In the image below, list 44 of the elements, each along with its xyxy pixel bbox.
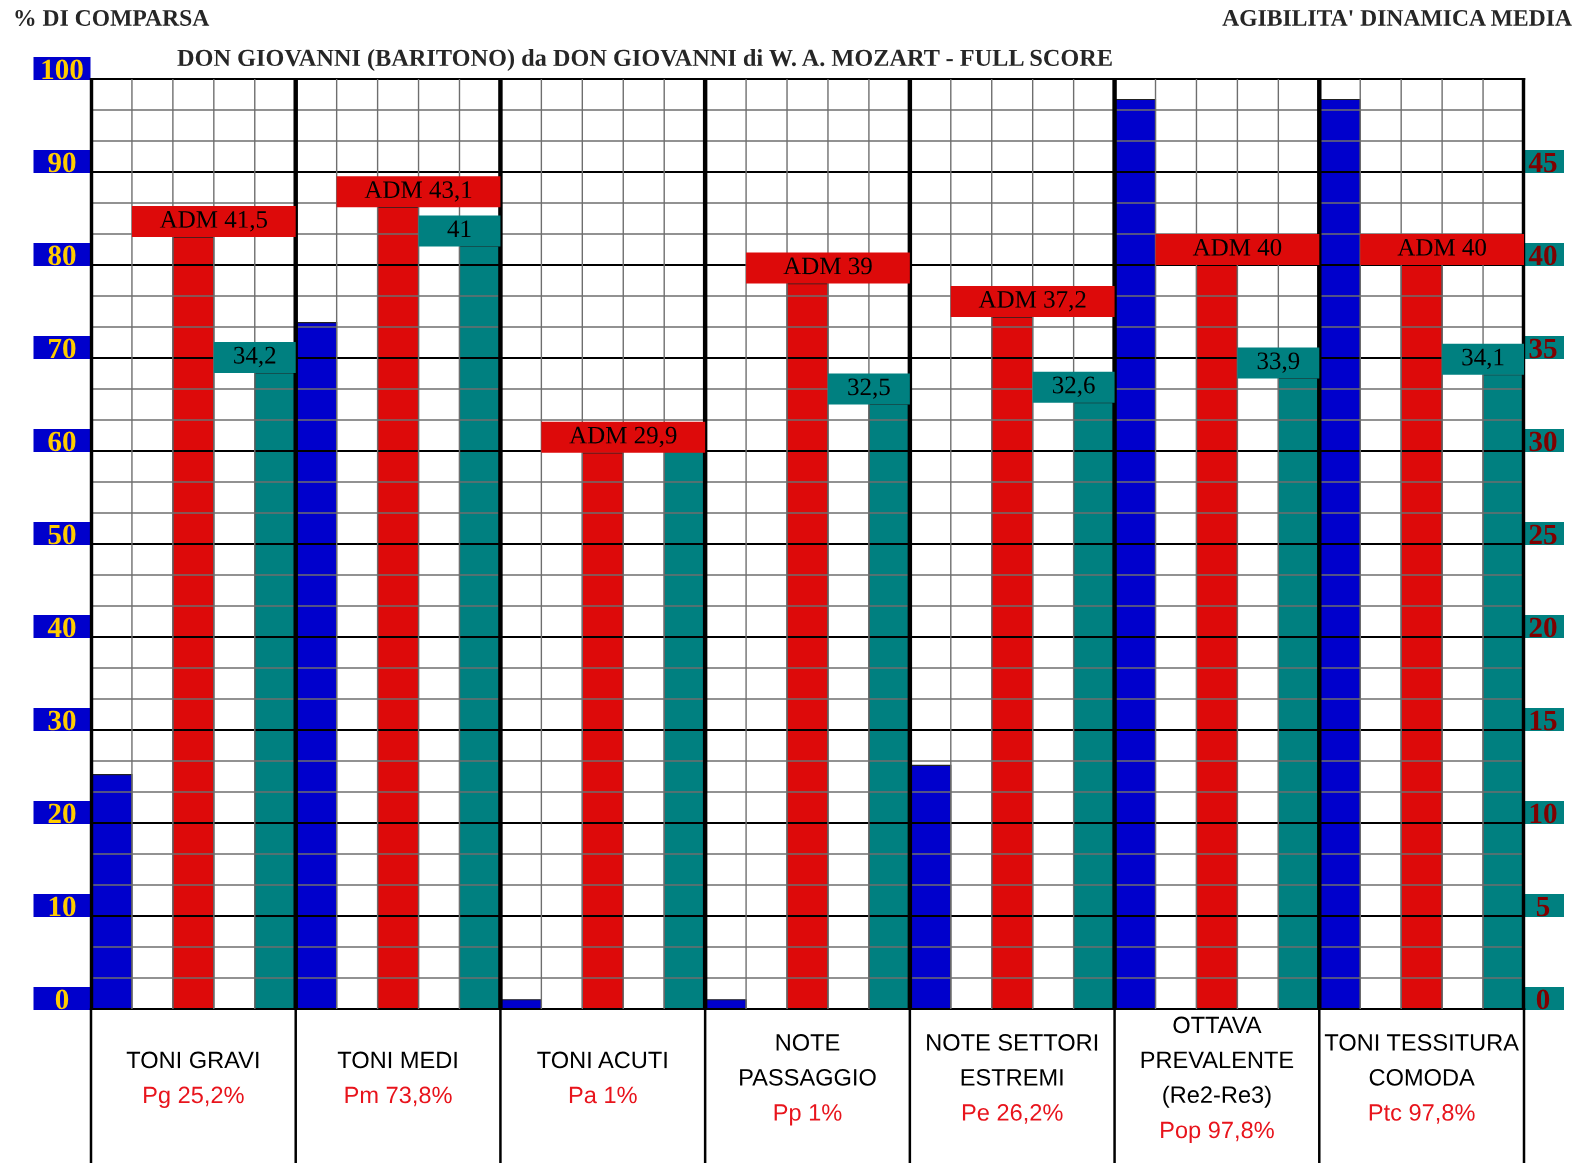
data-label: ADM 40: [1192, 238, 1282, 256]
chart-title: DON GIOVANNI (BARITONO) da DON GIOVANNI di W. A. MOZART - FULL SCORE: [177, 48, 1112, 72]
y2-tick-label: 0: [1536, 989, 1550, 1010]
y-tick-label: 80: [48, 245, 76, 266]
data-label: 34,2: [234, 346, 276, 368]
y2-axis-title: AGIBILITA' DINAMICA MEDIA: [1222, 10, 1572, 26]
x-tick-label: TONI GRAVI Pg 25,2%: [126, 1051, 259, 1109]
x-tick-label: TONI ACUTI Pa 1%: [537, 1051, 667, 1104]
data-label: ADM 29,9: [569, 426, 677, 448]
y2-tick-label: 15: [1530, 710, 1557, 731]
data-label: 33,9: [1257, 352, 1300, 373]
data-label: ADM 43,1: [364, 181, 472, 202]
y-tick-label: 100: [42, 59, 83, 80]
x-tick-label: NOTE PASSAGGIO Pp 1%: [740, 1034, 876, 1126]
y-tick-label: 0: [55, 989, 69, 1010]
y-tick-label: 60: [48, 431, 76, 452]
y2-tick-label: 20: [1529, 617, 1557, 638]
x-tick-label: TONI TESSITURA COMODA Ptc 97,8%: [1324, 1034, 1519, 1124]
y-axis-title: % DI COMPARSA: [15, 9, 210, 26]
data-label: ADM 37,2: [978, 291, 1086, 312]
data-label: 41: [447, 220, 471, 237]
y2-tick-label: 10: [1530, 803, 1557, 824]
x-tick-label: NOTE SETTORI ESTREMI Pe 26,2%: [927, 1034, 1098, 1124]
y2-tick-label: 5: [1536, 896, 1550, 917]
data-label: 34,1: [1462, 348, 1504, 370]
y2-tick-label: 40: [1528, 245, 1557, 266]
y-tick-label: 20: [48, 803, 76, 824]
y-tick-label: 50: [48, 524, 76, 545]
x-tick-label: OTTAVA PREVALENTE (Re2-Re3) Pop 97,8%: [1141, 1016, 1294, 1144]
data-label: 32,6: [1052, 376, 1095, 397]
y2-tick-label: 25: [1529, 524, 1557, 545]
data-label: ADM 40: [1397, 238, 1486, 256]
y2-tick-label: 30: [1529, 431, 1557, 452]
y-tick-label: 70: [49, 338, 76, 359]
data-label: ADM 41,5: [159, 211, 268, 232]
data-label: 32,5: [848, 378, 890, 399]
data-label: ADM 39: [783, 257, 872, 275]
y-tick-label: 90: [48, 152, 76, 173]
y-tick-label: 30: [48, 710, 76, 731]
y2-tick-label: 35: [1529, 338, 1557, 359]
x-tick-label: TONI MEDI Pm 73,8%: [337, 1051, 457, 1107]
y-tick-label: 10: [49, 896, 76, 917]
y2-tick-label: 45: [1528, 152, 1557, 173]
y-tick-label: 40: [47, 617, 76, 638]
